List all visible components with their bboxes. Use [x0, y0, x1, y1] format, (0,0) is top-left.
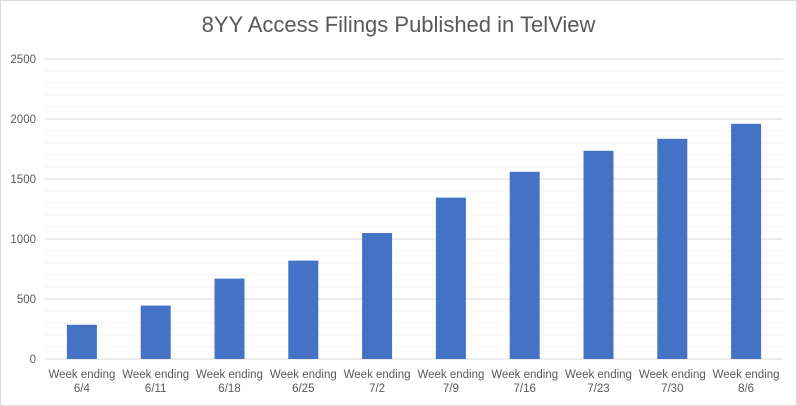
x-tick-label: Week ending 6/11	[122, 369, 189, 395]
x-tick-label: Week ending 7/9	[417, 369, 484, 395]
bar	[435, 197, 466, 359]
bars	[66, 123, 762, 359]
x-tick-label: Week ending 7/16	[491, 369, 558, 395]
bar	[509, 171, 540, 359]
x-tick-label: Week ending 8/6	[713, 369, 780, 395]
bar	[214, 278, 245, 359]
chart-title: 8YY Access Filings Published in TelView	[201, 12, 596, 37]
bar	[731, 123, 762, 359]
bar	[66, 324, 97, 359]
x-tick-label: Week ending 7/23	[565, 369, 632, 395]
y-tick-label: 0	[30, 354, 36, 366]
y-tick-label: 2000	[10, 114, 36, 126]
x-tick-label: Week ending 7/30	[639, 369, 706, 395]
y-tick-label: 1000	[10, 234, 36, 246]
bar	[288, 260, 319, 359]
y-tick-label: 2500	[10, 54, 36, 66]
bar	[657, 138, 688, 359]
bar	[140, 305, 171, 359]
y-tick-label: 1500	[10, 174, 36, 186]
x-tick-label: Week ending 7/2	[344, 369, 411, 395]
x-tick-label: Week ending 6/4	[48, 369, 115, 395]
y-tick-label: 500	[17, 294, 36, 306]
x-axis-labels: Week ending 6/4 Week ending 6/11 Week ending…	[48, 369, 779, 395]
x-tick-label: Week ending 6/25	[270, 369, 337, 395]
bar	[583, 150, 614, 359]
bar	[362, 233, 393, 359]
y-axis-ticks: 0 500 1000 1500 2000 2500	[10, 54, 36, 366]
x-tick-label: Week ending 6/18	[196, 369, 263, 395]
